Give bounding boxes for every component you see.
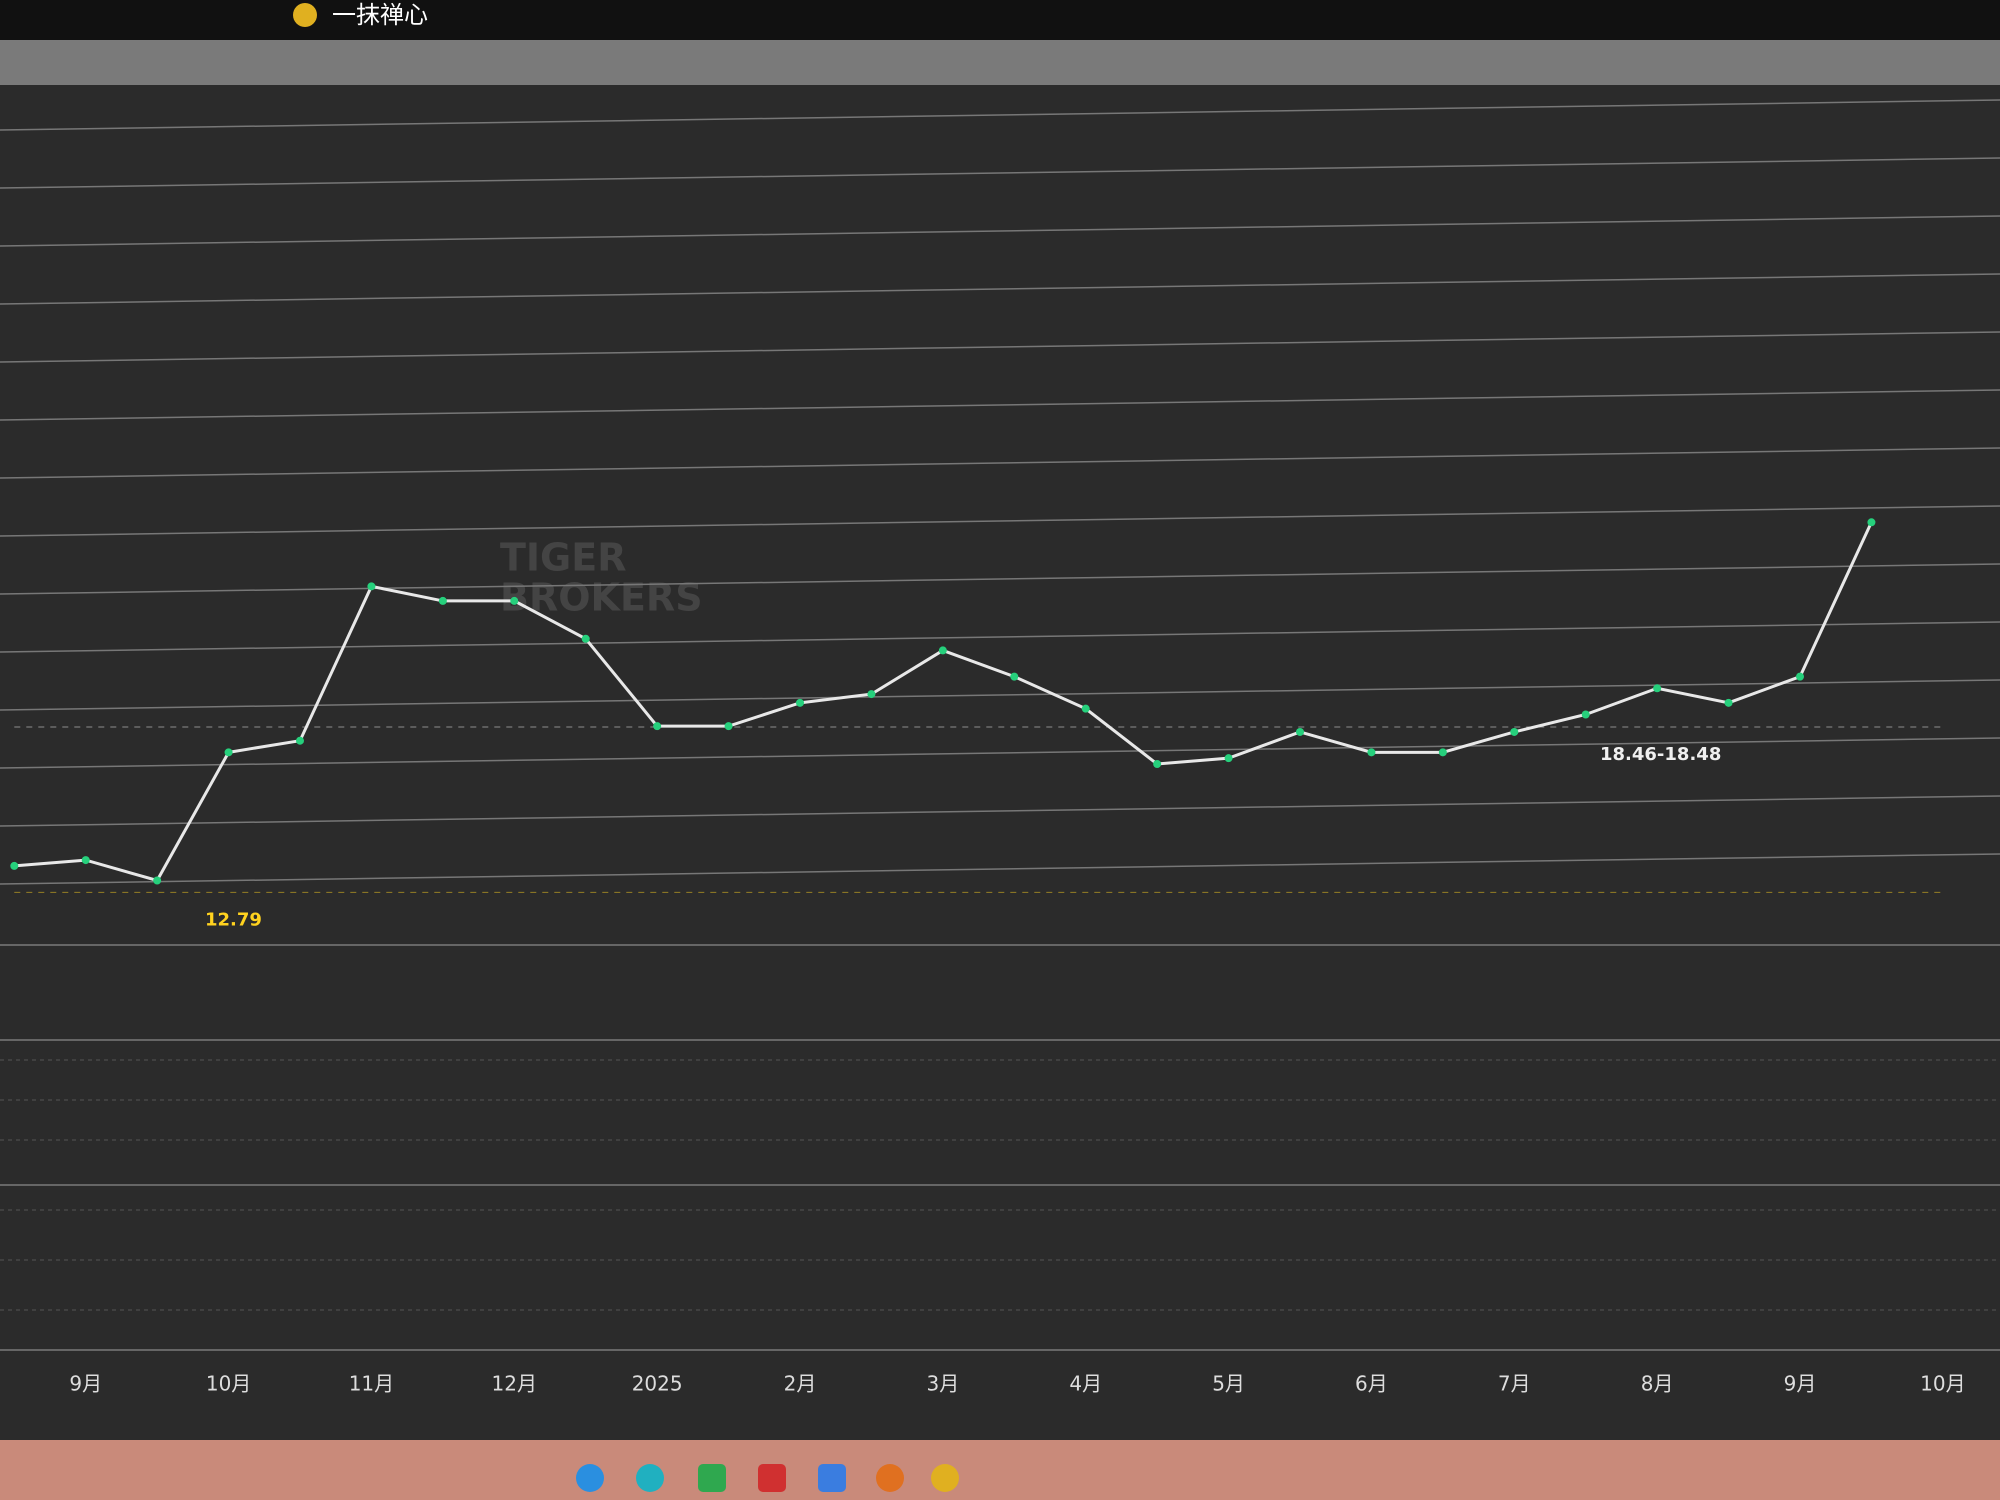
- watermark: BROKERS: [500, 576, 703, 620]
- annotation-label: 18.46-18.48: [1600, 744, 1721, 765]
- annotation-label: 12.79: [205, 909, 262, 930]
- price-point: [153, 876, 162, 885]
- grid-line-decor: [0, 389, 2000, 421]
- grid-line-decor: [0, 679, 2000, 711]
- price-point: [796, 698, 804, 707]
- x-tick-label: 12月: [492, 1372, 537, 1396]
- price-point: [724, 722, 733, 731]
- watermark: TIGER: [500, 536, 626, 580]
- price-point: [1653, 684, 1662, 693]
- price-point: [367, 582, 376, 591]
- grid-line-decor: [0, 215, 2000, 247]
- price-point: [224, 748, 233, 757]
- x-tick-label: 7月: [1498, 1372, 1531, 1396]
- x-tick-label: 5月: [1212, 1372, 1245, 1396]
- price-point: [1724, 698, 1733, 707]
- x-tick-label: 2025: [632, 1372, 683, 1396]
- price-point: [1010, 672, 1019, 681]
- price-point: [81, 856, 90, 865]
- price-point: [1224, 754, 1233, 763]
- price-point: [867, 690, 876, 699]
- toolbar: [0, 40, 2000, 85]
- x-tick-label: 11月: [349, 1372, 394, 1396]
- grid-line-decor: [0, 737, 2000, 769]
- price-point: [1153, 760, 1162, 768]
- price-point: [1081, 704, 1090, 713]
- grid-line-decor: [0, 447, 2000, 479]
- price-point: [1510, 727, 1519, 736]
- grid-line-decor: [0, 273, 2000, 305]
- x-tick-label: 2月: [784, 1372, 817, 1396]
- x-tick-label: 6月: [1355, 1372, 1388, 1396]
- panel-lines: [0, 944, 2000, 1351]
- taskbar: [0, 1440, 2000, 1500]
- sub-grid: [0, 1059, 2000, 1311]
- x-tick-label: 8月: [1641, 1372, 1674, 1396]
- price-point: [1438, 748, 1447, 757]
- price-point: [438, 596, 447, 605]
- x-tick-label: 10月: [1920, 1372, 1965, 1396]
- taskbar-icons: [576, 1464, 959, 1492]
- price-point: [653, 722, 662, 731]
- user-name: 一抹禅心: [332, 1, 428, 29]
- grid-line-decor: [0, 99, 2000, 131]
- x-tick-label: 9月: [1784, 1372, 1817, 1396]
- grid-line-decor: [0, 563, 2000, 595]
- grid-line-decor: [0, 505, 2000, 537]
- x-tick-label: 4月: [1069, 1372, 1102, 1396]
- price-point: [296, 736, 304, 745]
- price-point: [10, 861, 19, 870]
- price-point: [1581, 710, 1590, 719]
- price-point: [1867, 518, 1876, 527]
- x-tick-label: 9月: [69, 1372, 102, 1396]
- top-bar: [0, 0, 2000, 40]
- price-point: [581, 634, 590, 643]
- grid-line-decor: [0, 795, 2000, 827]
- x-tick-label: 10月: [206, 1372, 251, 1396]
- grid-line-decor: [0, 157, 2000, 189]
- avatar: [293, 3, 317, 27]
- price-point: [510, 596, 519, 605]
- price-point: [1796, 672, 1804, 681]
- price-point: [1296, 727, 1304, 736]
- price-point: [938, 646, 947, 655]
- x-tick-label: 3月: [926, 1372, 959, 1396]
- grid-line-decor: [0, 853, 2000, 885]
- price-point: [1367, 748, 1376, 757]
- grid-line-decor: [0, 621, 2000, 653]
- grid-line-decor: [0, 331, 2000, 363]
